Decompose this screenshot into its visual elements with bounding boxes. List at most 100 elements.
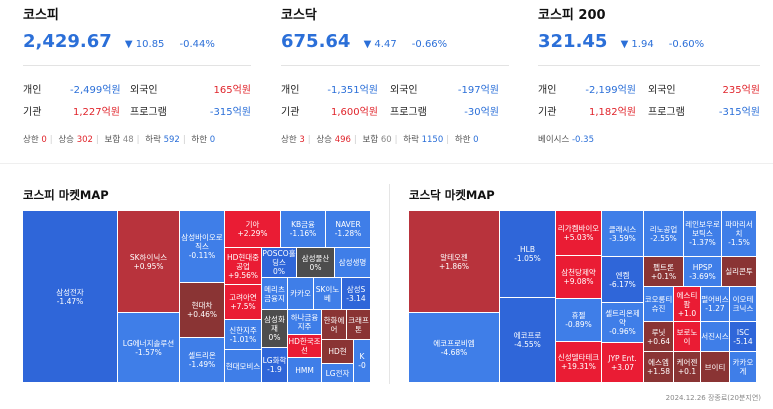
tile-name: 하나금융지주 — [290, 313, 319, 331]
treemap-tile[interactable]: 삼성화재 0% — [262, 310, 288, 348]
treemap-tile[interactable]: 펩트론 +0.1% — [644, 257, 684, 287]
breadth-count: 3 — [299, 135, 305, 145]
tile-name: 삼천당제약 — [561, 268, 596, 277]
treemap-tile[interactable]: 현대모비스 — [225, 350, 262, 383]
treemap-tile[interactable]: LG화학 -1.9 — [262, 348, 288, 383]
breadth-label: 상한 — [23, 135, 39, 145]
treemap-tile[interactable]: 삼성전자 -1.47% — [23, 211, 118, 383]
breadth-count: 60 — [380, 135, 392, 145]
treemap-tile[interactable]: 기아 +2.29% — [225, 211, 281, 248]
investor-value: 1,600억원 — [330, 107, 378, 118]
treemap-tile[interactable]: LG에너지솔루션 -1.57% — [118, 313, 180, 383]
treemap-tile[interactable]: 브이티 — [701, 352, 730, 383]
treemap-tile[interactable]: LG전자 — [322, 364, 354, 383]
treemap-tile[interactable]: 에스티팜 +1.0 — [674, 287, 701, 322]
treemap-tile[interactable]: 카카오게 — [730, 352, 757, 383]
tile-name: 메리츠금융지 — [264, 284, 285, 303]
treemap-tile[interactable]: 클래시스 -3.59% — [602, 211, 644, 257]
tile-change: -0.89% — [565, 320, 592, 329]
treemap-tile[interactable]: 하나금융지주 — [288, 310, 322, 335]
treemap-tile[interactable]: 휴젤 -0.89% — [556, 299, 602, 342]
tile-change: +1.58 — [647, 367, 670, 376]
index-value: 2,429.67 — [23, 31, 112, 52]
tile-name: 카카오 — [290, 289, 311, 298]
tile-name: SK이노베 — [315, 284, 340, 303]
treemap-tile[interactable]: SK이노베 — [314, 278, 342, 310]
treemap-tile[interactable]: HD한국조선 — [288, 335, 322, 358]
treemap-tile[interactable]: JYP Ent. +3.07 — [602, 343, 644, 383]
tile-name: 엔켐 — [615, 270, 630, 280]
treemap-tile[interactable]: 리가켐바이오 +5.03% — [556, 211, 602, 256]
investor-label: 프로그램 — [390, 107, 427, 118]
treemap-tile[interactable]: HD현 — [322, 340, 354, 364]
tile-change: -1.28% — [334, 229, 362, 238]
index-change: ▼ 10.85 — [124, 39, 165, 50]
treemap-tile[interactable]: 삼성바이오로직스 -0.11% — [180, 211, 225, 283]
treemap-tile[interactable]: 리노공업 -2.55% — [644, 211, 684, 257]
treemap-tile[interactable]: 케어젠 +0.1 — [674, 352, 701, 383]
treemap-tile[interactable]: 에스엠 +1.58 — [644, 352, 674, 383]
treemap-tile[interactable]: 삼성생명 — [335, 248, 371, 278]
breadth-count: 496 — [334, 135, 351, 145]
treemap-tile[interactable]: 신한지주 -1.01% — [225, 320, 262, 350]
treemap-tile[interactable]: 펄어비스 -1.27 — [701, 287, 730, 322]
kospi-map-title[interactable]: 코스피 마켓MAP — [23, 188, 109, 202]
treemap-tile[interactable]: 삼천당제약 +9.08% — [556, 256, 602, 299]
investor-label: 외국인 — [390, 85, 418, 96]
treemap-tile[interactable]: 알테오젠 +1.86% — [409, 211, 500, 313]
treemap-tile[interactable]: 파마리서치 -1.5% — [722, 211, 757, 257]
treemap-tile[interactable]: 엔켐 -6.17% — [602, 257, 644, 303]
tile-change: +3.07 — [611, 362, 634, 372]
treemap-tile[interactable]: NAVER -1.28% — [326, 211, 371, 248]
treemap-tile[interactable]: KB금융 -1.16% — [281, 211, 326, 248]
treemap-tile[interactable]: 카카오 — [288, 278, 314, 310]
treemap-tile[interactable]: ISC -5.14 — [730, 322, 757, 352]
panel-title[interactable]: 코스피 200 — [538, 8, 606, 23]
tile-name: SK하이닉스 — [129, 252, 168, 262]
treemap-tile[interactable]: 삼성물산 0% — [297, 248, 335, 278]
tile-name: HD한국조선 — [288, 337, 321, 355]
treemap-tile[interactable]: HPSP -3.69% — [684, 257, 722, 287]
treemap-tile[interactable]: 크래프톤 — [347, 310, 371, 340]
panel-title[interactable]: 코스피 — [23, 8, 59, 23]
treemap-tile[interactable]: 코오롱티슈진 — [644, 287, 674, 322]
tile-change: -0.96% — [609, 327, 636, 336]
treemap-tile[interactable]: HMM — [288, 358, 322, 383]
treemap-tile[interactable]: 루닛 +0.64 — [644, 322, 674, 352]
treemap-tile[interactable]: HD현대중공업 +9.56% — [225, 248, 262, 285]
treemap-tile[interactable]: 삼성S -3.14 — [342, 278, 371, 310]
treemap-tile[interactable]: 에코프로비엠 -4.68% — [409, 313, 500, 383]
tile-name: 코오롱티슈진 — [644, 295, 673, 313]
tile-change: -1.37% — [689, 238, 716, 247]
treemap-tile[interactable]: 실리콘투 — [722, 257, 757, 287]
treemap-tile[interactable]: 현대차 +0.46% — [180, 283, 225, 338]
market-breadth: 상한 0 | 상승 302 | 보합 48 | 하락 592 | 하한 0 — [23, 135, 216, 145]
tile-name: 에스엠 — [648, 358, 669, 367]
treemap-tile[interactable]: 에코프로 -4.55% — [500, 298, 556, 383]
treemap-tile[interactable]: POSCO홀딩스 0% — [262, 248, 297, 278]
treemap-tile[interactable]: 셀트리온제약 -0.96% — [602, 303, 644, 343]
treemap-tile[interactable]: K -0 — [354, 340, 371, 383]
treemap-tile[interactable]: 신성델타테크 +19.31% — [556, 342, 602, 383]
treemap-tile[interactable]: 서진시스 — [701, 322, 730, 352]
kosdaq-map-title[interactable]: 코스닥 마켓MAP — [409, 188, 495, 202]
treemap-tile[interactable]: 메리츠금융지 — [262, 278, 288, 310]
divider — [281, 65, 509, 66]
investor-label: 기관 — [281, 107, 300, 118]
treemap-tile[interactable]: SK하이닉스 +0.95% — [118, 211, 180, 313]
tile-name: 신한지주 — [229, 325, 257, 335]
index-value: 675.64 — [281, 31, 351, 52]
tile-change: +0.1 — [677, 367, 697, 376]
investor-value: 165억원 — [213, 85, 252, 96]
treemap-tile[interactable]: 이오테크닉스 — [730, 287, 757, 322]
treemap-tile[interactable]: 레인보우로보틱스 -1.37% — [684, 211, 722, 257]
treemap-tile[interactable]: 한화에어 — [322, 310, 347, 340]
panel-title[interactable]: 코스닥 — [281, 8, 317, 23]
tile-change: -4.55% — [514, 340, 541, 349]
tile-name: 루닛 — [651, 327, 666, 337]
investor-flow-row: 기관 1,227억원 프로그램 -315억원 — [23, 103, 251, 118]
treemap-tile[interactable]: 보로노이 — [674, 322, 701, 352]
treemap-tile[interactable]: 셀트리온 -1.49% — [180, 338, 225, 383]
treemap-tile[interactable]: HLB -1.05% — [500, 211, 556, 298]
treemap-tile[interactable]: 고려아연 +7.5% — [225, 285, 262, 320]
